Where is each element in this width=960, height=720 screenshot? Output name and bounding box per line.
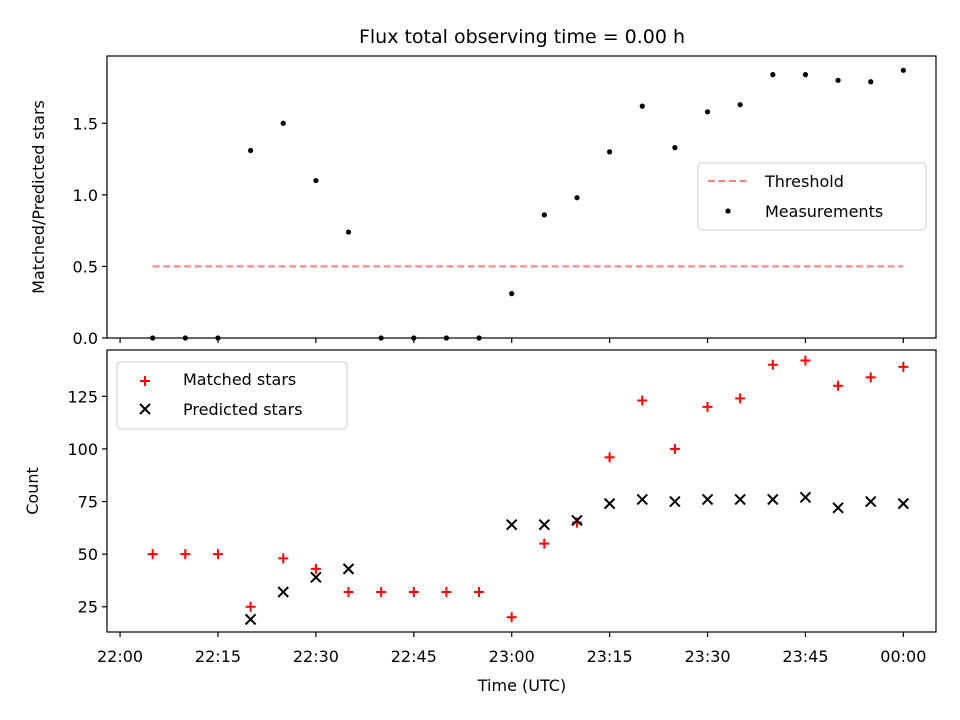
bottom-y-tick-label: 25 — [78, 598, 98, 617]
matched-stars-point — [669, 443, 680, 454]
matched-stars-point — [702, 401, 713, 412]
matched-stars-point — [506, 612, 517, 623]
matched-stars-point — [833, 380, 844, 391]
matched-stars-legend-marker — [140, 376, 150, 386]
matched-stars-point — [767, 359, 778, 370]
bottom-y-axis-label: Count — [23, 467, 42, 515]
matched-stars-point — [343, 587, 354, 598]
measurements-legend-marker — [725, 208, 731, 214]
x-tick-label: 22:30 — [293, 647, 339, 666]
matched-stars-point — [604, 452, 615, 463]
top-y-tick-label: 1.5 — [73, 114, 98, 133]
x-tick-label: 22:00 — [97, 647, 143, 666]
predicted-stars-point — [767, 493, 779, 506]
measurement-point — [574, 195, 580, 201]
measurement-point — [509, 291, 515, 297]
matched-stars-point — [539, 538, 550, 549]
x-tick-label: 00:00 — [880, 647, 926, 666]
predicted-stars-legend-marker — [139, 403, 151, 415]
x-tick-label: 22:15 — [195, 647, 241, 666]
bottom-axes-frame — [106, 349, 937, 633]
x-tick-label: 23:45 — [782, 647, 828, 666]
predicted-stars-legend-label: Predicted stars — [183, 400, 303, 419]
predicted-stars-point — [701, 493, 714, 506]
predicted-stars-point — [571, 514, 583, 527]
measurement-point — [737, 102, 743, 108]
chart-title: Flux total observing time = 0.00 h — [359, 26, 685, 48]
predicted-stars-point — [734, 493, 746, 506]
x-axis-label: Time (UTC) — [477, 676, 566, 695]
bottom-legend: Matched stars Predicted stars — [116, 361, 348, 430]
matched-stars-point — [245, 601, 256, 612]
top-y-tick-label: 1.0 — [73, 186, 98, 205]
matched-stars-point — [310, 563, 321, 574]
matched-stars-point — [212, 549, 223, 560]
predicted-stars-point — [538, 518, 551, 531]
bottom-y-tick-label: 75 — [78, 493, 98, 512]
measurement-point — [672, 145, 678, 151]
matched-stars-point — [735, 393, 746, 404]
x-tick-label: 23:15 — [587, 647, 633, 666]
top-axes-frame — [106, 55, 937, 339]
predicted-stars-point — [310, 571, 322, 583]
measurement-point — [900, 67, 906, 73]
measurement-point — [639, 103, 645, 109]
predicted-stars-point — [342, 563, 355, 575]
top-y-tick-label: 0.5 — [73, 257, 98, 276]
predicted-stars-point — [865, 495, 877, 508]
threshold-legend-label: Threshold — [764, 172, 844, 191]
measurement-point — [607, 149, 613, 155]
measurement-point — [704, 109, 711, 115]
predicted-stars-point — [832, 502, 844, 514]
predicted-stars-point — [506, 518, 518, 531]
matched-stars-point — [474, 587, 485, 598]
measurement-point — [802, 72, 809, 78]
predicted-stars-point — [277, 586, 289, 598]
matched-stars-point — [147, 549, 158, 560]
predicted-stars-point — [897, 497, 910, 510]
x-tick-label: 23:00 — [489, 647, 535, 666]
predicted-stars-point — [244, 613, 257, 626]
measurements-legend-label: Measurements — [765, 202, 883, 221]
bottom-y-tick-label: 50 — [78, 545, 98, 564]
measurement-point — [313, 177, 319, 184]
measurement-point — [835, 77, 841, 83]
top-y-tick-label: 0.0 — [73, 329, 98, 348]
matched-stars-legend-label: Matched stars — [183, 370, 296, 389]
matched-stars-point — [441, 587, 452, 598]
top-y-axis-label: Matched/Predicted stars — [29, 100, 48, 294]
predicted-stars-point — [669, 495, 681, 508]
matched-stars-point — [637, 395, 648, 406]
matched-stars-point — [278, 553, 289, 564]
predicted-stars-point — [799, 491, 812, 504]
measurement-point — [280, 120, 286, 126]
bottom-y-tick-label: 125 — [67, 387, 98, 406]
measurement-point — [770, 72, 776, 78]
bottom-plot-area — [147, 355, 910, 626]
x-tick-label: 22:45 — [391, 647, 437, 666]
predicted-stars-point — [603, 497, 616, 510]
measurement-point — [345, 229, 352, 235]
x-tick-label: 23:30 — [684, 647, 730, 666]
matched-stars-point — [376, 587, 387, 598]
measurement-point — [868, 79, 874, 85]
matched-stars-point — [898, 361, 909, 372]
top-legend: Threshold Measurements — [697, 162, 927, 231]
measurement-point — [248, 147, 254, 154]
matched-stars-point — [408, 587, 419, 598]
matched-stars-point — [180, 549, 191, 560]
measurement-point — [541, 212, 547, 218]
bottom-y-tick-label: 100 — [67, 440, 98, 459]
predicted-stars-point — [636, 493, 648, 506]
matched-stars-point — [800, 355, 811, 366]
matched-stars-point — [865, 372, 876, 383]
